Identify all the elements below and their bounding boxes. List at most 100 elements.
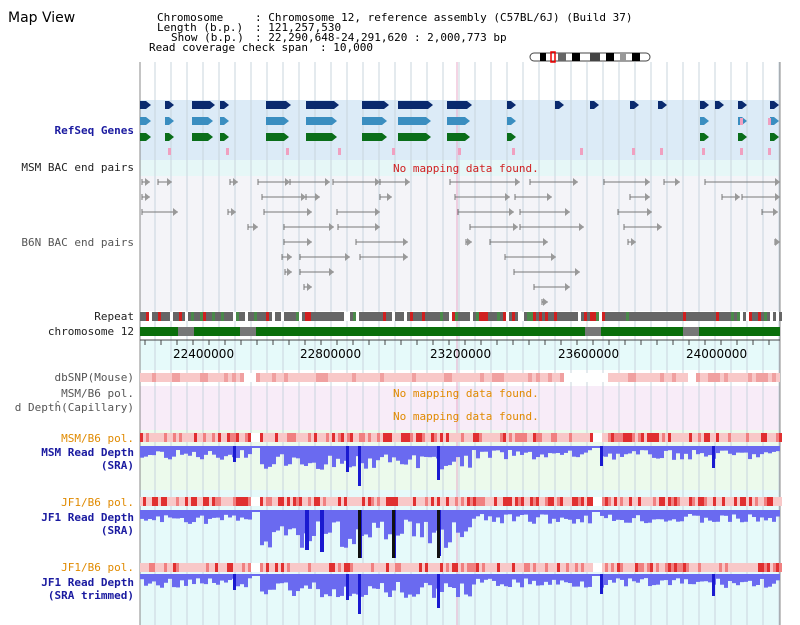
depth-bar [368, 510, 372, 538]
pol-cell [512, 497, 515, 506]
depth-bar [636, 574, 640, 583]
repeat-cell [266, 312, 269, 321]
pol-cell [614, 497, 617, 506]
pol-cell [326, 497, 329, 506]
repeat-cell [257, 312, 260, 321]
pol-cell [488, 563, 491, 572]
track-label-dbsnp[interactable]: dbSNP(Mouse) [54, 371, 134, 384]
pol-cell [707, 563, 710, 572]
repeat-cell [269, 312, 272, 321]
depth-bar [396, 574, 400, 583]
gene-arrow [169, 101, 174, 109]
depth-bar [752, 510, 756, 518]
repeat-cell [767, 312, 770, 321]
repeat-cell [407, 312, 410, 321]
dbsnp-cell [148, 373, 152, 382]
repeat-cell [584, 312, 587, 321]
depth-bar [324, 446, 328, 465]
depth-bar [312, 574, 316, 583]
pol-cell [527, 563, 530, 572]
depth-bar [580, 510, 584, 523]
track-label-repeat[interactable]: Repeat [94, 310, 134, 323]
pol-cell [437, 433, 440, 442]
depth-bar [340, 510, 344, 547]
dbsnp-cell [228, 373, 232, 382]
pol-cell [665, 563, 668, 572]
depth-bar [656, 510, 660, 520]
repeat-cell [173, 312, 176, 321]
pol-cell [764, 497, 767, 506]
depth-bar [308, 510, 312, 542]
pol-cell [608, 497, 611, 506]
pol-cell [449, 563, 452, 572]
gene-block [266, 101, 286, 109]
pol-cell [410, 563, 413, 572]
pol-cell [758, 563, 761, 572]
repeat-cell [419, 312, 422, 321]
dbsnp-cell [752, 373, 756, 382]
gene-block [507, 101, 511, 109]
pol-cell [350, 433, 353, 442]
track-label-jf1-read-depth[interactable]: JF1 Read Depth [41, 511, 134, 524]
track-label-refseq[interactable]: RefSeq Genes [54, 124, 134, 137]
pol-cell [482, 563, 485, 572]
pol-cell [329, 497, 332, 506]
pol-cell [779, 497, 782, 506]
pol-cell [596, 433, 599, 442]
pol-cell [392, 433, 395, 442]
repeat-cell [293, 312, 296, 321]
repeat-cell [287, 312, 290, 321]
ideogram-band [606, 53, 614, 61]
dbsnp-cell [372, 373, 376, 382]
track-label-jf1-b6-pol2[interactable]: JF1/B6 pol. [61, 561, 134, 574]
repeat-cell [605, 312, 608, 321]
depth-bar [588, 446, 592, 451]
depth-bar [620, 446, 624, 457]
track-label-msm-b6-pol-cap[interactable]: MSM/B6 pol. [61, 387, 134, 400]
depth-spike-dark [437, 510, 440, 558]
pol-cell [572, 497, 575, 506]
bac-arrow [145, 193, 150, 201]
depth-bar [604, 446, 608, 457]
depth-bar [528, 574, 532, 585]
repeat-cell [557, 312, 560, 321]
depth-bar [408, 446, 412, 460]
track-label-msm-read-depth[interactable]: MSM Read Depth [41, 446, 134, 459]
gene-arrow [465, 117, 470, 125]
pol-cell [482, 497, 485, 506]
pol-cell [518, 433, 521, 442]
pol-cell [359, 497, 362, 506]
dbsnp-cell [352, 373, 356, 382]
depth-bar [440, 446, 444, 470]
pol-cell [482, 433, 485, 442]
pol-cell [185, 497, 188, 506]
pol-cell [416, 497, 419, 506]
track-label-jf1-read-depth2[interactable]: JF1 Read Depth [41, 576, 134, 589]
repeat-cell [176, 312, 179, 321]
track-label-read-depth-cap[interactable]: d Deptĥ(Capillary) [14, 401, 134, 414]
depth-bar [248, 510, 252, 520]
repeat-cell [623, 312, 626, 321]
track-label-jf1-b6-pol[interactable]: JF1/B6 pol. [61, 496, 134, 509]
track-label-msm-b6-pol[interactable]: MSM/B6 pol. [61, 432, 134, 445]
dbsnp-cell [744, 373, 748, 382]
gene-arrow [511, 133, 516, 141]
depth-bar [664, 574, 668, 581]
pol-cell [221, 497, 224, 506]
depth-spike [600, 446, 603, 466]
pol-cell [746, 563, 749, 572]
depth-bar [704, 574, 708, 582]
repeat-cell [152, 312, 155, 321]
track-label-msm-bac[interactable]: MSM BAC end pairs [21, 161, 134, 174]
repeat-cell [392, 312, 395, 321]
depth-bar [172, 446, 176, 457]
track-label-b6n-bac[interactable]: B6N BAC end pairs [21, 236, 134, 249]
depth-bar [268, 446, 272, 467]
pol-cell [377, 563, 380, 572]
repeat-cell [770, 312, 773, 321]
dbsnp-cell [720, 373, 724, 382]
repeat-cell [692, 312, 695, 321]
repeat-cell [296, 312, 299, 321]
pol-cell [602, 563, 605, 572]
